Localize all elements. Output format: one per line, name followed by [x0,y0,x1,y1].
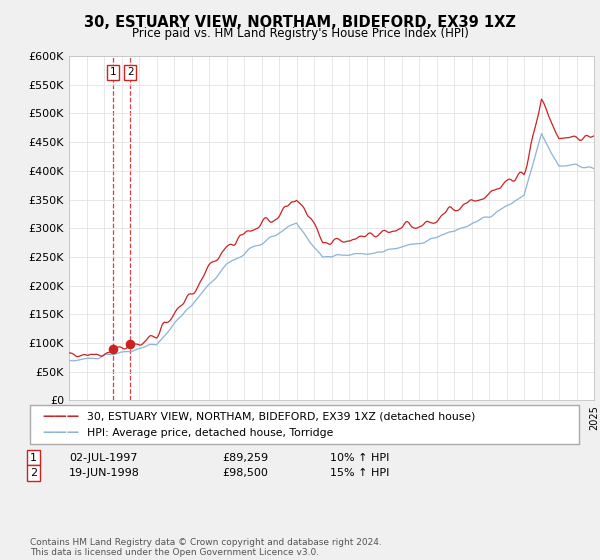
Text: 1: 1 [109,68,116,77]
Text: 19-JUN-1998: 19-JUN-1998 [69,468,140,478]
Text: £89,259: £89,259 [222,452,268,463]
Text: 02-JUL-1997: 02-JUL-1997 [69,452,137,463]
Text: 10% ↑ HPI: 10% ↑ HPI [330,452,389,463]
Text: 15% ↑ HPI: 15% ↑ HPI [330,468,389,478]
Text: £98,500: £98,500 [222,468,268,478]
Text: ———: ——— [42,409,79,423]
Text: 1: 1 [30,452,37,463]
Text: 30, ESTUARY VIEW, NORTHAM, BIDEFORD, EX39 1XZ: 30, ESTUARY VIEW, NORTHAM, BIDEFORD, EX3… [84,15,516,30]
Text: ———: ——— [42,426,79,440]
Text: HPI: Average price, detached house, Torridge: HPI: Average price, detached house, Torr… [87,428,334,438]
Text: 30, ESTUARY VIEW, NORTHAM, BIDEFORD, EX39 1XZ (detached house): 30, ESTUARY VIEW, NORTHAM, BIDEFORD, EX3… [87,411,475,421]
Text: 2: 2 [127,68,134,77]
Text: Price paid vs. HM Land Registry's House Price Index (HPI): Price paid vs. HM Land Registry's House … [131,27,469,40]
Point [108,345,118,354]
Point [125,339,135,348]
Text: Contains HM Land Registry data © Crown copyright and database right 2024.
This d: Contains HM Land Registry data © Crown c… [30,538,382,557]
Text: 2: 2 [30,468,37,478]
